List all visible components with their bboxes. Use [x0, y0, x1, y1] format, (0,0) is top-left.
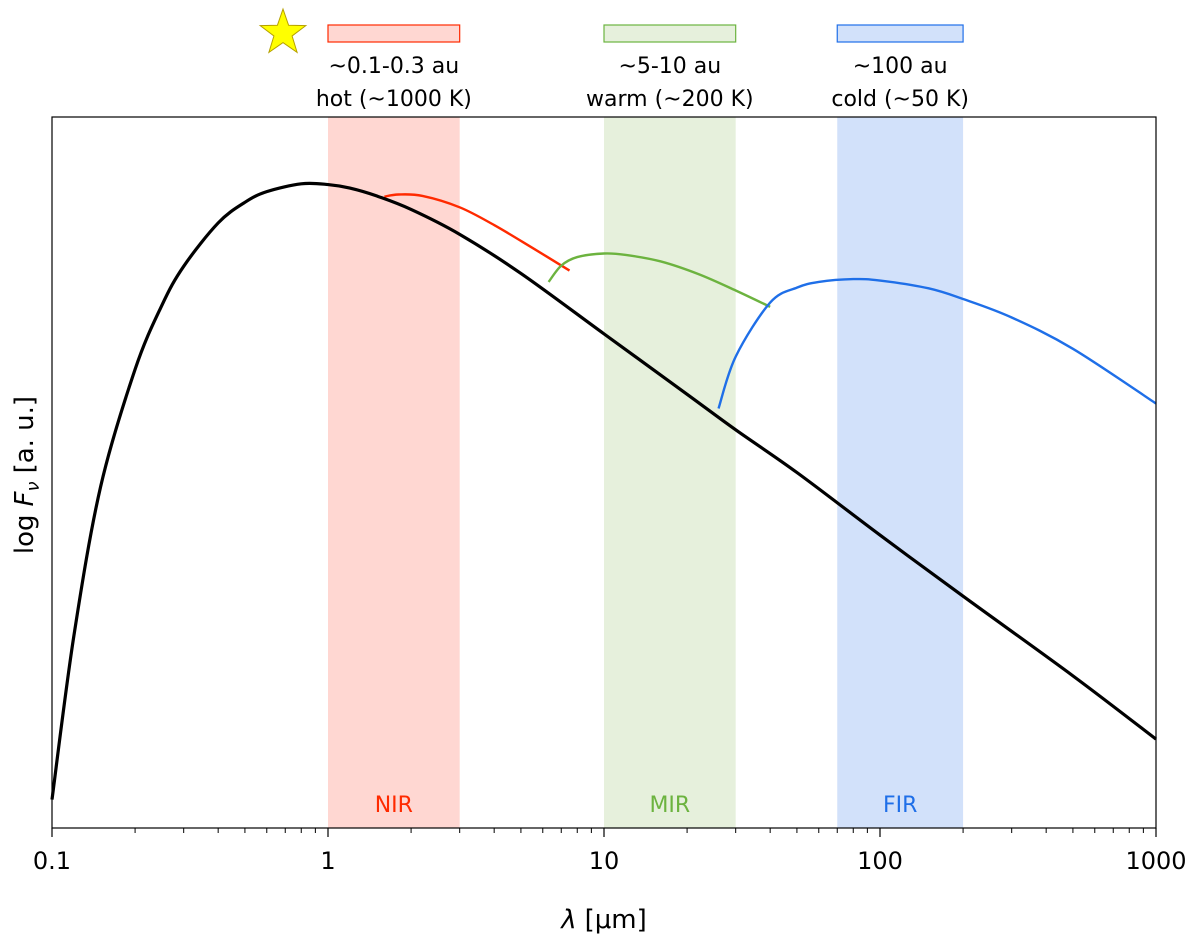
- series-line-1: [384, 193, 571, 272]
- y-axis-unit: [a. u.]: [10, 396, 40, 474]
- series-line-2: [547, 252, 771, 308]
- band-labels: NIR MIR FIR: [375, 793, 918, 818]
- star-icon: [258, 7, 308, 54]
- x-tick-label: 0.1: [33, 847, 71, 875]
- x-tick-label: 10: [589, 847, 620, 875]
- legend-distance-mir: ~5-10 au: [618, 54, 721, 79]
- x-axis-label: λ [μm]: [559, 905, 647, 935]
- x-tick-label: 100: [857, 847, 903, 875]
- series-lines: [50, 181, 1157, 800]
- x-axis-symbol: λ: [559, 905, 576, 935]
- series-line-3: [717, 277, 1157, 409]
- legend-swatch-nir: [327, 24, 461, 43]
- legend-temperature-fir: cold (~50 K): [831, 87, 969, 112]
- band-mir: [604, 117, 736, 828]
- axes: 0.1 1 10 100 1000: [33, 116, 1187, 875]
- band-label-mir: MIR: [649, 793, 690, 818]
- band-label-fir: FIR: [883, 793, 917, 818]
- legend-swatch-fir: [836, 24, 964, 43]
- legend-temperature-nir: hot (~1000 K): [316, 87, 472, 112]
- band-fir: [837, 117, 964, 828]
- legend-distance-nir: ~0.1-0.3 au: [328, 54, 459, 79]
- y-axis-label: log Fν [a. u.]: [10, 396, 44, 554]
- band-regions: [328, 117, 964, 828]
- band-label-nir: NIR: [375, 793, 413, 818]
- legend-distance-fir: ~100 au: [853, 54, 948, 79]
- band-legend: ~0.1-0.3 au hot (~1000 K) ~5-10 au warm (~2…: [316, 24, 969, 112]
- legend-swatch-mir: [603, 24, 737, 43]
- y-axis-subscript: ν: [23, 481, 44, 491]
- x-axis-unit: [μm]: [585, 905, 647, 935]
- y-axis-symbol: F: [10, 490, 40, 506]
- x-tick-label: 1: [320, 847, 335, 875]
- band-nir: [328, 117, 460, 828]
- legend-temperature-mir: warm (~200 K): [586, 87, 754, 112]
- series-line-0: [50, 181, 1157, 800]
- y-axis-prefix: log: [10, 514, 40, 554]
- x-tick-label: 1000: [1125, 847, 1186, 875]
